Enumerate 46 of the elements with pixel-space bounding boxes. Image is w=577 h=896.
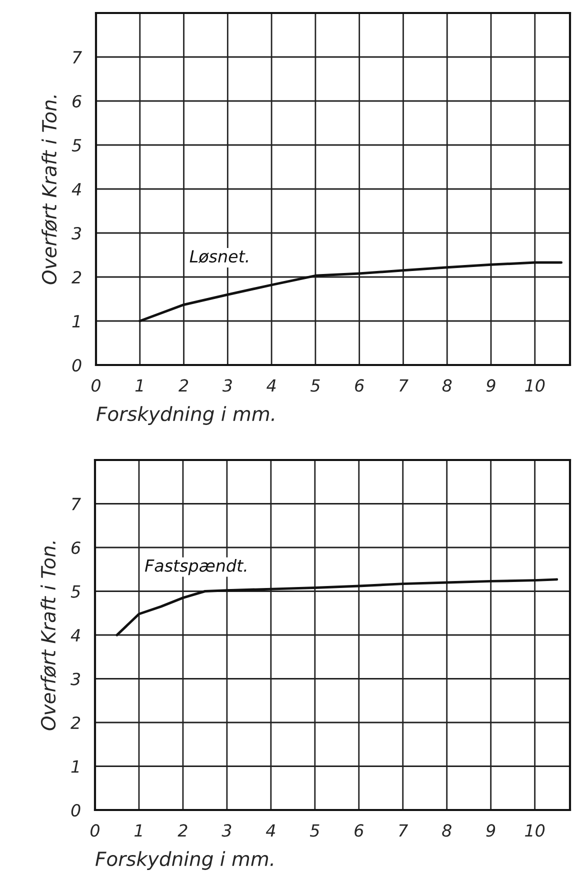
y-tick-label: 3 xyxy=(70,672,80,686)
x-axis-title: Forskydning i mm. xyxy=(96,851,273,870)
series-label: Fastspændt. xyxy=(144,558,246,576)
y-tick-label: 0 xyxy=(71,804,80,817)
line-series xyxy=(138,261,562,322)
x-tick-label: 6 xyxy=(354,824,364,837)
x-tick-label: 10 xyxy=(525,379,545,392)
x-tick-label: 5 xyxy=(310,379,320,392)
x-tick-label: 3 xyxy=(222,379,232,392)
x-tick-label: 8 xyxy=(442,379,452,392)
x-tick-label: 9 xyxy=(486,824,496,837)
x-tick-label: 0 xyxy=(92,379,100,392)
x-tick-label: 7 xyxy=(399,379,408,392)
x-tick-label: 8 xyxy=(442,824,452,837)
line-series xyxy=(116,578,558,636)
y-tick-label: 5 xyxy=(72,139,82,152)
x-tick-label: 10 xyxy=(525,824,545,837)
x-tick-label: 1 xyxy=(135,379,143,392)
y-tick-label: 2 xyxy=(72,270,82,284)
x-tick-label: 2 xyxy=(178,379,188,392)
x-tick-label: 1 xyxy=(134,824,142,837)
x-tick-label: 4 xyxy=(266,379,276,392)
y-tick-label: 6 xyxy=(72,541,80,554)
y-tick-label: 0 xyxy=(72,358,82,372)
y-tick-label: 7 xyxy=(73,51,82,64)
x-tick-label: 0 xyxy=(90,824,100,837)
x-tick-label: 5 xyxy=(310,824,320,837)
y-axis-title: Overført Kraft i Ton. xyxy=(40,542,56,730)
y-tick-label: 1 xyxy=(72,315,80,328)
y-tick-label: 6 xyxy=(72,94,82,108)
y-tick-label: 4 xyxy=(70,629,80,642)
x-tick-label: 4 xyxy=(266,824,276,837)
x-tick-label: 9 xyxy=(486,379,496,392)
x-axis-title: Forskydning i mm. xyxy=(96,406,274,425)
x-tick-label: 7 xyxy=(399,824,408,837)
x-tick-label: 2 xyxy=(178,824,188,837)
y-tick-label: 1 xyxy=(71,760,79,773)
x-tick-label: 3 xyxy=(222,824,232,837)
y-tick-label: 2 xyxy=(70,716,80,729)
y-tick-label: 5 xyxy=(70,585,80,598)
y-tick-label: 7 xyxy=(72,498,81,510)
y-axis-title: Overført Kraft i Ton. xyxy=(42,96,58,284)
series-label: Løsnet. xyxy=(190,250,248,264)
y-tick-label: 3 xyxy=(72,226,82,240)
y-tick-label: 4 xyxy=(72,183,81,196)
x-tick-label: 6 xyxy=(355,379,364,392)
